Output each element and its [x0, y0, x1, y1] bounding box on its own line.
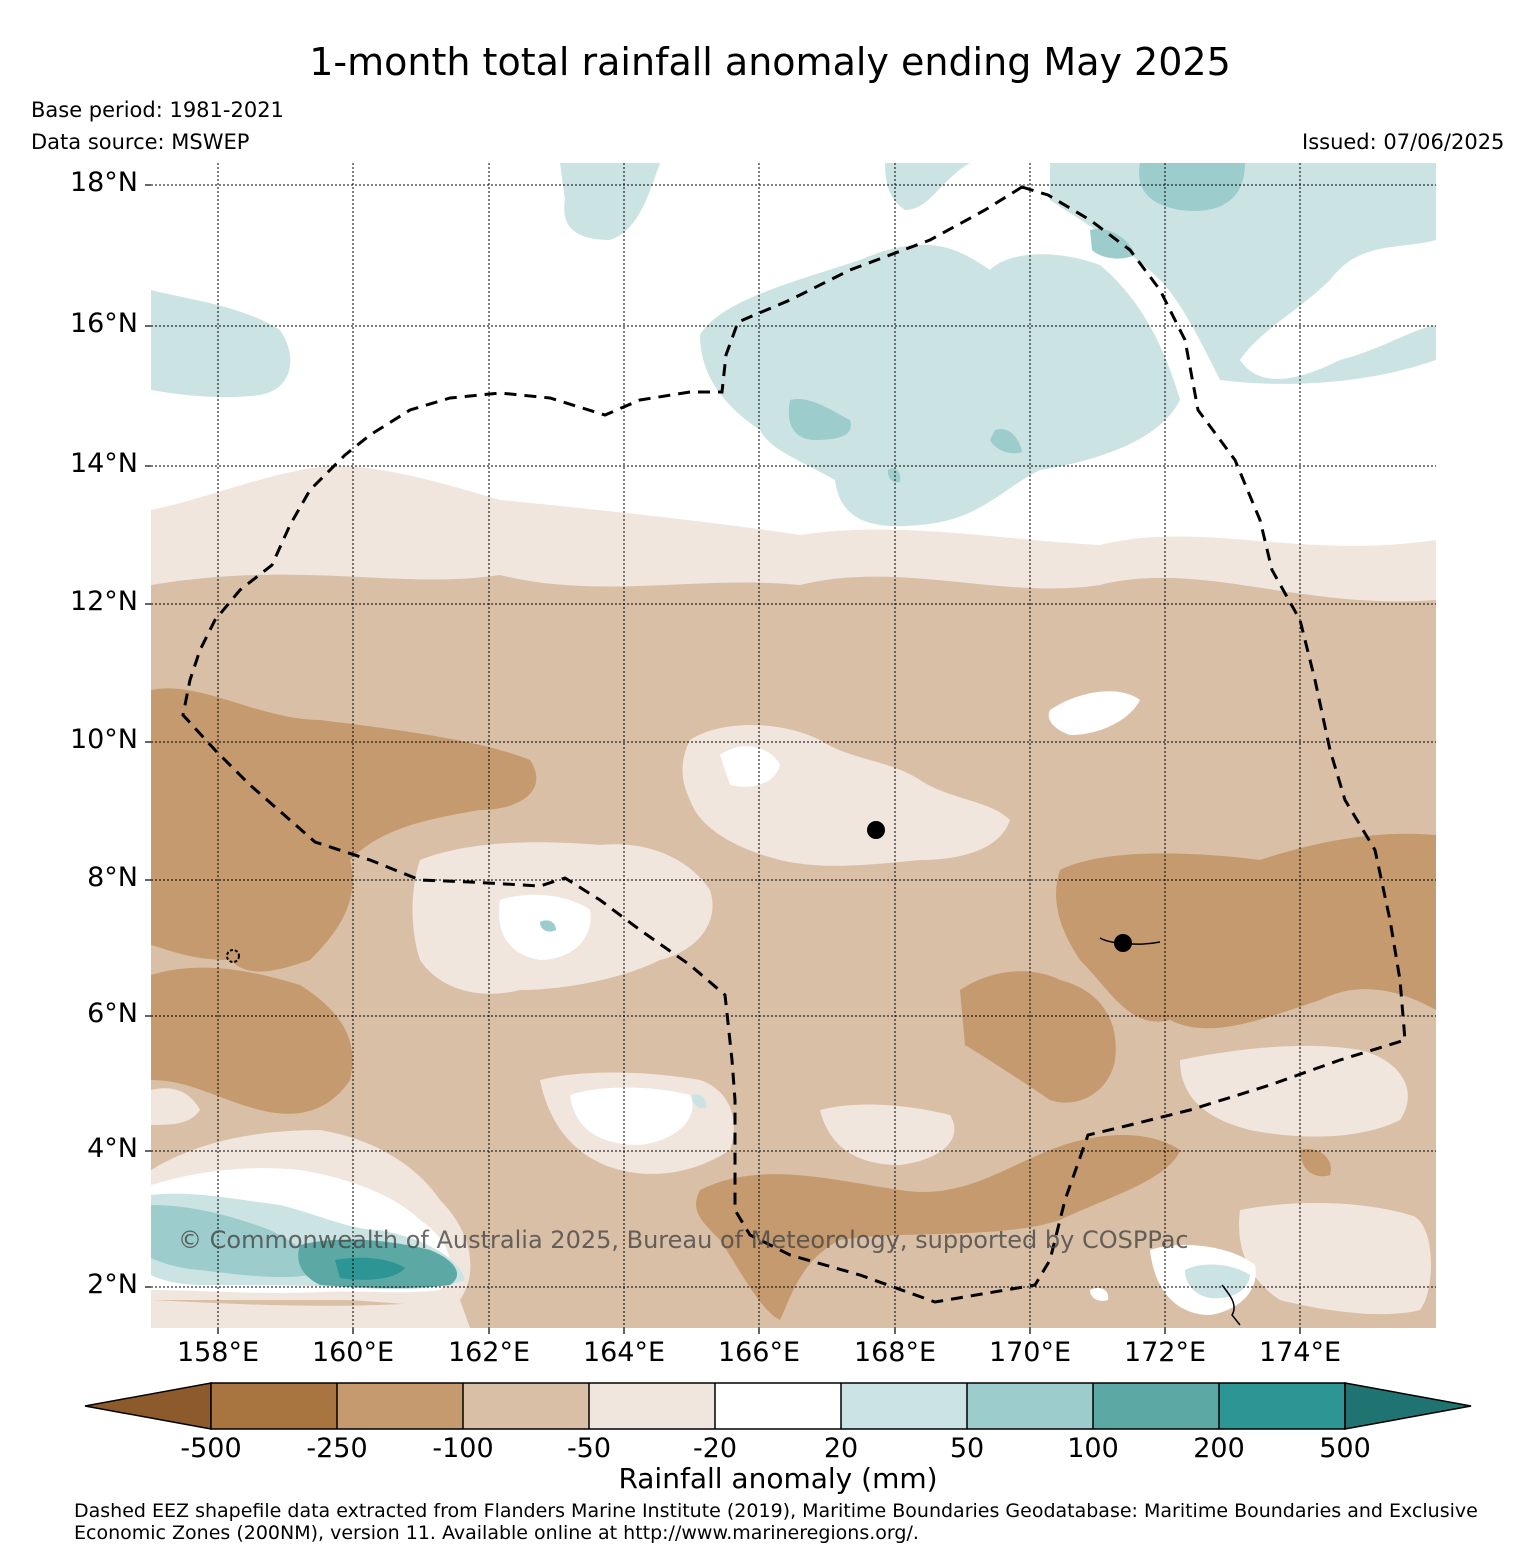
data-source-label: Data source: MSWEP [31, 130, 250, 154]
colorbar-swatch [715, 1383, 841, 1429]
colorbar-swatch [967, 1383, 1093, 1429]
island-outline [226, 949, 240, 963]
near-normal-patch-south [570, 1087, 693, 1145]
lat-label-4n: 4°N [87, 1133, 138, 1164]
lon-label-162e: 162°E [447, 1337, 531, 1368]
lat-label-14n: 14°N [69, 448, 138, 479]
near-normal-patch-center [720, 746, 780, 787]
location-marker [867, 821, 885, 839]
wet-spot-north [887, 468, 901, 483]
issued-date-label: Issued: 07/06/2025 [1302, 130, 1505, 154]
colorbar-swatch [211, 1383, 337, 1429]
near-normal-spot [1090, 1288, 1109, 1301]
near-normal-patch-east [1048, 691, 1140, 735]
light-dry-patch-south-center [820, 1104, 955, 1165]
axis-ticks [145, 184, 1301, 1334]
lon-label-158e: 158°E [176, 1337, 260, 1368]
base-period-label: Base period: 1981-2021 [31, 98, 284, 122]
colorbar-tick: 20 [823, 1433, 859, 1464]
wet-patch-se [1185, 1264, 1250, 1299]
lat-label-10n: 10°N [69, 724, 138, 755]
light-dry-patch-east-south [1180, 1045, 1408, 1137]
footer-attribution: Dashed EEZ shapefile data extracted from… [74, 1500, 1478, 1544]
copyright-watermark: © Commonwealth of Australia 2025, Bureau… [178, 1226, 1189, 1254]
lon-label-170e: 170°E [988, 1337, 1072, 1368]
colorbar-tick: 200 [1193, 1433, 1245, 1464]
wet-patch-north-small [560, 163, 660, 240]
lat-label-16n: 16°N [69, 308, 138, 339]
lat-label-12n: 12°N [69, 586, 138, 617]
dry-band-west-south [151, 967, 353, 1114]
light-dry-patch-west [151, 1088, 200, 1125]
colorbar-tick: -100 [432, 1433, 494, 1464]
map-area [151, 163, 1436, 1328]
colorbar-tick: -250 [306, 1433, 368, 1464]
dry-band-east-center [960, 971, 1116, 1103]
map-title: 1-month total rainfall anomaly ending Ma… [309, 40, 1231, 84]
lon-label-160e: 160°E [311, 1337, 395, 1368]
colorbar-extend-high [1344, 1382, 1472, 1430]
lon-label-166e: 166°E [717, 1337, 801, 1368]
colorbar-swatch [589, 1383, 715, 1429]
lat-label-8n: 8°N [87, 862, 138, 893]
light-dry-strip-sw [151, 1300, 470, 1328]
wet-spot-small [540, 920, 556, 932]
lon-label-174e: 174°E [1258, 1337, 1342, 1368]
atoll-outline [1099, 937, 1161, 945]
colorbar-tick: 50 [949, 1433, 985, 1464]
wet-patch-darker-small [1090, 229, 1135, 259]
lon-label-164e: 164°E [582, 1337, 666, 1368]
lat-label-18n: 18°N [69, 167, 138, 198]
dry-band-west [151, 688, 537, 972]
colorbar-swatch [1219, 1383, 1345, 1429]
colorbar-tick: -20 [692, 1433, 738, 1464]
wet-patch-central-north [700, 244, 1180, 527]
dry-band-south [696, 1135, 1180, 1320]
light-dry-patch-se [1239, 1203, 1431, 1315]
colorbar-swatch [337, 1383, 463, 1429]
lat-label-2n: 2°N [87, 1269, 138, 1300]
wet-patch-darker-ne [1139, 163, 1245, 211]
lon-label-172e: 172°E [1123, 1337, 1207, 1368]
wet-patch-west [151, 290, 291, 398]
wet-spot-south [692, 1094, 707, 1109]
wet-patch-darker-dot [990, 429, 1022, 454]
colorbar-tick: 100 [1067, 1433, 1119, 1464]
wet-patch-sw-darker [151, 1205, 313, 1278]
colorbar-swatch [841, 1383, 967, 1429]
colorbar-tick: 500 [1319, 1433, 1371, 1464]
colorbar-extend-low [84, 1382, 212, 1430]
colorbar-swatch [463, 1383, 589, 1429]
wet-patch-north-center [885, 163, 970, 210]
atoll-outline [1221, 1284, 1241, 1326]
dry-band-east [1056, 833, 1436, 1029]
colorbar [84, 1382, 1472, 1430]
colorbar-tick: -50 [566, 1433, 612, 1464]
colorbar-swatch [1093, 1383, 1219, 1429]
wet-patch-darker-center [788, 399, 851, 440]
lon-label-168e: 168°E [853, 1337, 937, 1368]
dry-patch-se [1300, 1149, 1331, 1177]
colorbar-tick: -500 [180, 1433, 242, 1464]
colorbar-title: Rainfall anomaly (mm) [618, 1462, 938, 1495]
eez-boundary [181, 185, 1407, 1304]
wet-patch-northeast [1050, 163, 1436, 384]
lat-label-6n: 6°N [87, 998, 138, 1029]
